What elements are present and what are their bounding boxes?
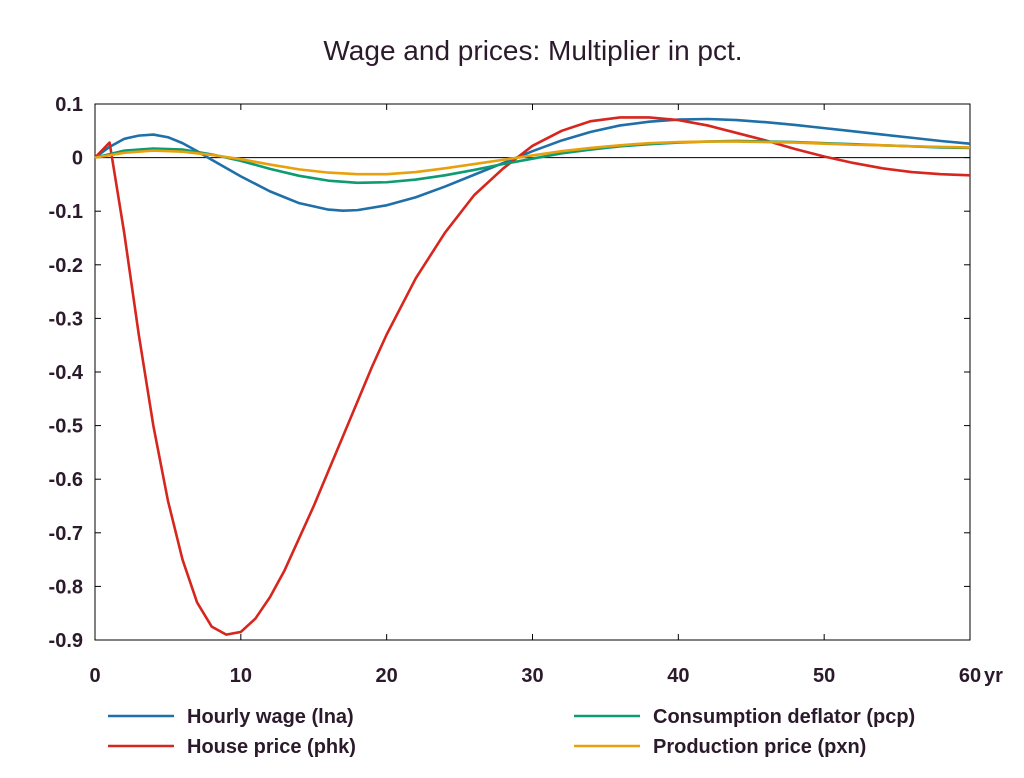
legend: Hourly wage (lna) House price (phk) Consum… [108,706,915,758]
y-tick-label: -0.9 [49,630,83,652]
y-tick-label: -0.4 [49,362,84,384]
x-tick-label: 20 [376,665,398,687]
y-tick-label: -0.7 [49,523,83,545]
y-tick-label: -0.3 [49,308,83,330]
chart-title: Wage and prices: Multiplier in pct. [323,35,742,66]
legend-label-1: Hourly wage (lna) [187,706,354,728]
x-tick-label: 60 [959,665,981,687]
plot-frame [94,103,971,641]
x-unit-label: yr [984,665,1003,687]
y-tick-label: 0 [72,148,83,170]
series-line-4 [94,140,971,176]
y-tick-label: -0.6 [49,469,83,491]
y-tick-label: -0.5 [49,416,83,438]
legend-label-4: Production price (pxn) [653,736,866,758]
y-tick-label: -0.8 [49,576,83,598]
legend-label-2: House price (phk) [187,736,356,758]
x-tick-label: 0 [89,665,100,687]
x-tick-label: 40 [667,665,689,687]
x-tick-label: 30 [521,665,543,687]
series-line-2 [94,116,971,636]
y-tick-label: -0.1 [49,201,83,223]
y-tick-label: -0.2 [49,255,83,277]
y-tick-label: 0.1 [55,94,83,116]
legend-label-3: Consumption deflator (pcp) [653,706,915,728]
plot-area: 0.1 0 -0.1 -0.2 -0.3 -0.4 -0.5 -0.6 -0.7 -0.8 -0.9… [49,94,1004,687]
x-tick-label: 50 [813,665,835,687]
x-tick-label: 10 [230,665,252,687]
series-line-1 [94,117,971,212]
